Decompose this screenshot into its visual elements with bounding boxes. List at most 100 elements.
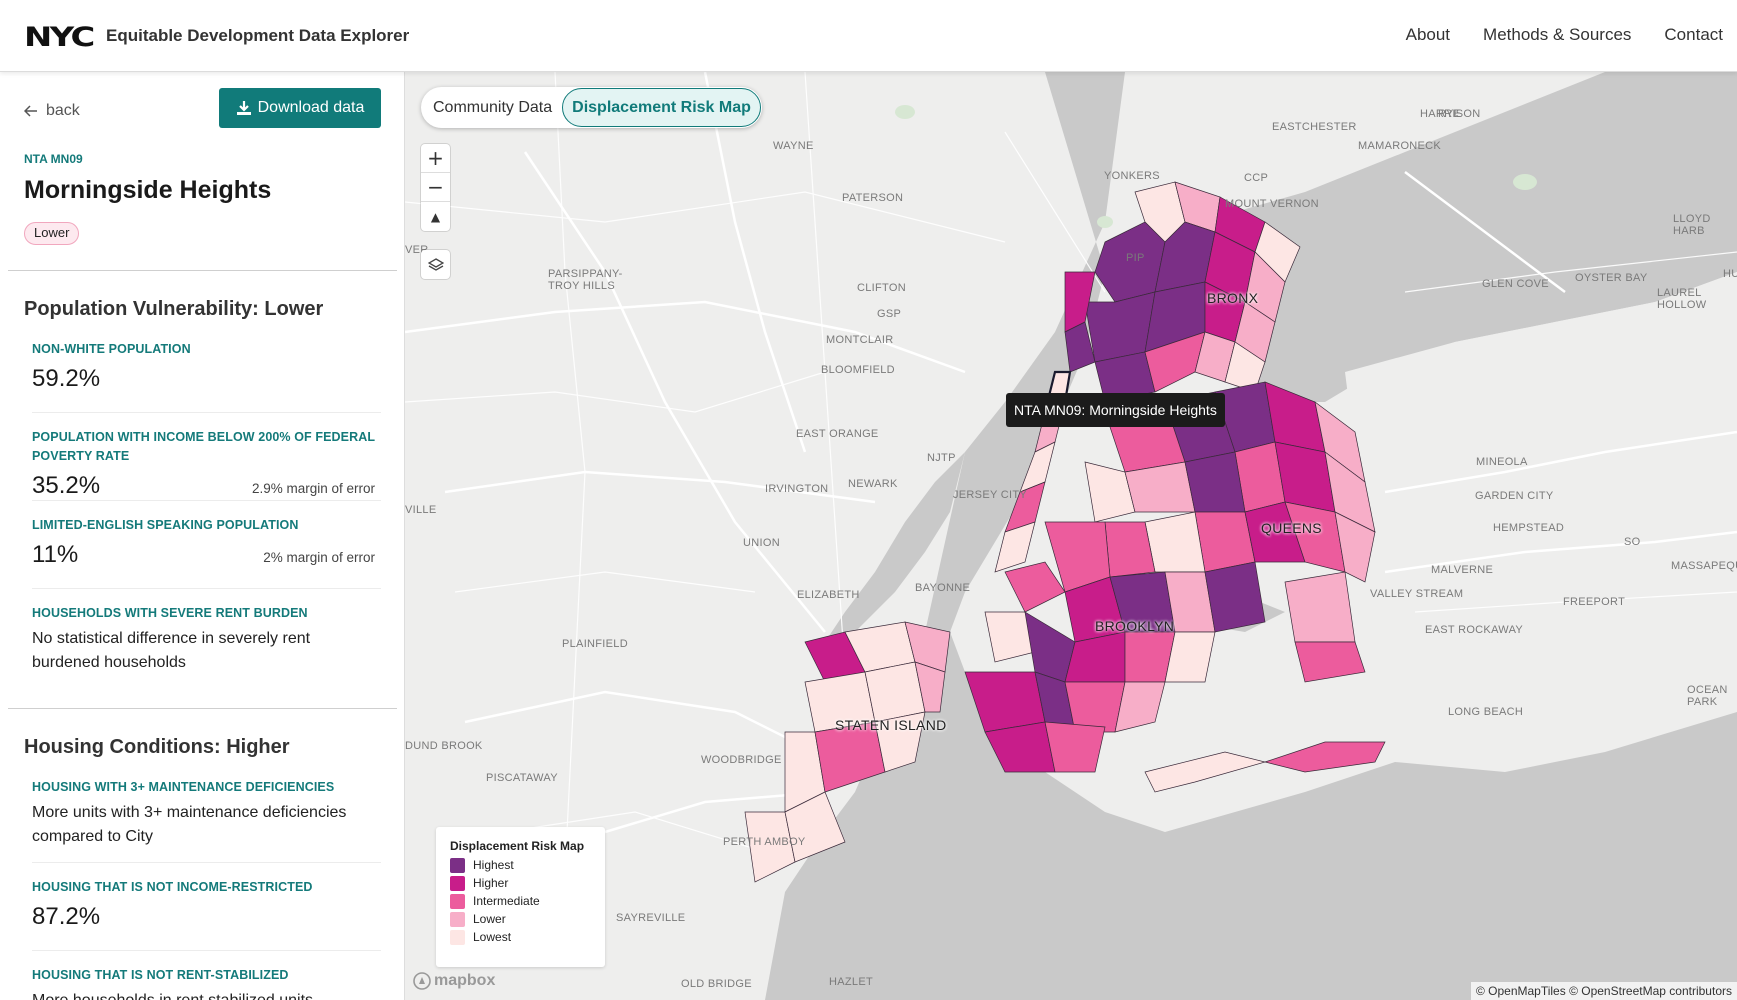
legend-swatch [450, 893, 465, 909]
metric-limited-english: LIMITED-ENGLISH SPEAKING POPULATION 11% … [32, 516, 381, 569]
nta-hover-tooltip: NTA MN09: Morningside Heights [1006, 393, 1225, 427]
zoom-out-icon[interactable]: − [421, 173, 450, 202]
place-label: HAZLET [829, 976, 873, 988]
basemap [405, 72, 1737, 1000]
metric-value: 59.2% [32, 365, 101, 392]
metric-severe-rent-burden: HOUSEHOLDS WITH SEVERE RENT BURDEN No st… [32, 604, 381, 675]
place-label: HEMPSTEAD [1493, 522, 1565, 534]
metric-label: POPULATION WITH INCOME BELOW 200% OF FED… [32, 430, 375, 463]
top-header: NYC Equitable Development Data Explorer … [0, 0, 1737, 72]
place-label: MALVERNE [1431, 564, 1494, 576]
metric-separator [32, 588, 381, 589]
divider [8, 708, 397, 709]
download-label: Download data [257, 99, 365, 116]
place-label: OLD BRIDGE [681, 978, 752, 990]
map-view-toggle: Community Data Displacement Risk Map [421, 87, 762, 128]
borough-label-queens: QUEENS [1261, 520, 1322, 536]
layers-button[interactable] [421, 250, 450, 279]
toggle-displacement-risk-map[interactable]: Displacement Risk Map [562, 88, 761, 127]
place-label: RYE [1438, 108, 1462, 120]
map-canvas[interactable]: BRONX QUEENS BROOKLYN STATEN ISLAND WAYN… [405, 72, 1737, 1000]
compass-icon[interactable]: ▲ [430, 209, 441, 224]
mapbox-logo-icon[interactable]: mapbox [413, 972, 495, 990]
arrow-left-icon [24, 105, 37, 117]
detail-sidebar[interactable]: back Download data NTA MN09 Morningside … [0, 72, 405, 1000]
place-label: HU [1723, 268, 1737, 280]
nyc-logo[interactable]: NYC [24, 22, 95, 53]
nta-name-title: Morningside Heights [24, 176, 272, 204]
metric-label: HOUSING THAT IS NOT INCOME-RESTRICTED [32, 880, 313, 894]
place-label: FREEPORT [1563, 596, 1626, 608]
risk-level-badge: Lower [24, 222, 80, 245]
place-label: IRVINGTON [765, 483, 829, 495]
place-label: MOUNT VERNON [1225, 198, 1319, 210]
legend-item-highest: Highest [450, 856, 591, 874]
nav-methods-link[interactable]: Methods & Sources [1483, 25, 1632, 44]
place-label: MONTCLAIR [826, 334, 894, 346]
metric-not-rent-stabilized: HOUSING THAT IS NOT RENT-STABILIZED More… [32, 966, 381, 1000]
metric-text: More households in rent stabilized units [32, 989, 381, 1000]
metric-income-below-poverty: POPULATION WITH INCOME BELOW 200% OF FED… [32, 428, 381, 500]
zoom-in-icon[interactable]: + [421, 144, 450, 173]
place-label: PERTH AMBOY [723, 836, 806, 848]
legend-swatch [450, 929, 465, 945]
layers-icon [427, 257, 444, 271]
minor-roads [405, 72, 1737, 873]
download-data-button[interactable]: Download data [219, 88, 381, 128]
legend-label: Highest [473, 858, 514, 872]
legend-swatch [450, 875, 465, 891]
place-label: LLOYD HARB [1673, 213, 1711, 237]
place-label: MAMARONECK [1358, 140, 1442, 152]
place-label: EAST ORANGE [796, 428, 879, 440]
metric-value: 11% [32, 541, 79, 568]
map-attribution[interactable]: © OpenMapTiles © OpenStreetMap contribut… [1470, 982, 1737, 1000]
mapbox-mark-icon [413, 972, 431, 990]
metric-maintenance-deficiencies: HOUSING WITH 3+ MAINTENANCE DEFICIENCIES… [32, 778, 381, 849]
divider [8, 270, 397, 271]
legend-label: Higher [473, 876, 509, 890]
place-label: GARDEN CITY [1475, 490, 1554, 502]
metric-label: NON-WHITE POPULATION [32, 342, 191, 356]
metric-separator [32, 950, 381, 951]
toggle-community-data[interactable]: Community Data [433, 98, 553, 116]
place-label: BAYONNE [915, 582, 971, 594]
place-label: VALLEY STREAM [1370, 588, 1464, 600]
legend-label: Lower [473, 912, 506, 926]
metric-separator [32, 500, 381, 501]
place-label: CLIFTON [857, 282, 906, 294]
place-label: OCEAN PARK [1687, 684, 1728, 708]
metric-value: 35.2% [32, 472, 101, 499]
legend-item-lowest: Lowest [450, 928, 591, 946]
legend-swatch [450, 911, 465, 927]
place-label: YONKERS [1104, 170, 1160, 182]
long-island [1345, 272, 1737, 722]
place-label: UNION [743, 537, 780, 549]
download-icon [236, 101, 251, 115]
metric-separator [32, 412, 381, 413]
back-link[interactable]: back [24, 102, 80, 120]
legend-item-lower: Lower [450, 910, 591, 928]
parks [895, 105, 1537, 228]
place-label: SAYREVILLE [616, 912, 686, 924]
place-label: ELIZABETH [797, 589, 860, 601]
place-label: NEWARK [848, 478, 898, 490]
mapbox-wordmark: mapbox [434, 972, 496, 989]
metric-value: 87.2% [32, 903, 101, 930]
place-label: NJTP [927, 452, 956, 464]
legend-label: Lowest [473, 930, 512, 944]
section-title-housing-conditions: Housing Conditions: Higher [24, 736, 290, 758]
place-label: OYSTER BAY [1575, 272, 1648, 284]
nav-contact-link[interactable]: Contact [1664, 25, 1723, 44]
nav-about-link[interactable]: About [1405, 25, 1451, 44]
place-label: EASTCHESTER [1272, 121, 1357, 133]
place-label: LONG BEACH [1448, 706, 1524, 718]
place-label: MINEOLA [1476, 456, 1528, 468]
place-label: PISCATAWAY [486, 772, 558, 784]
metric-label: HOUSING THAT IS NOT RENT-STABILIZED [32, 968, 289, 982]
legend-item-higher: Higher [450, 874, 591, 892]
place-label: GLEN COVE [1482, 278, 1549, 290]
legend-item-intermediate: Intermediate [450, 892, 591, 910]
place-label: CCP [1244, 172, 1269, 184]
section-title-population-vulnerability: Population Vulnerability: Lower [24, 298, 324, 320]
app-title[interactable]: Equitable Development Data Explorer [106, 26, 410, 45]
